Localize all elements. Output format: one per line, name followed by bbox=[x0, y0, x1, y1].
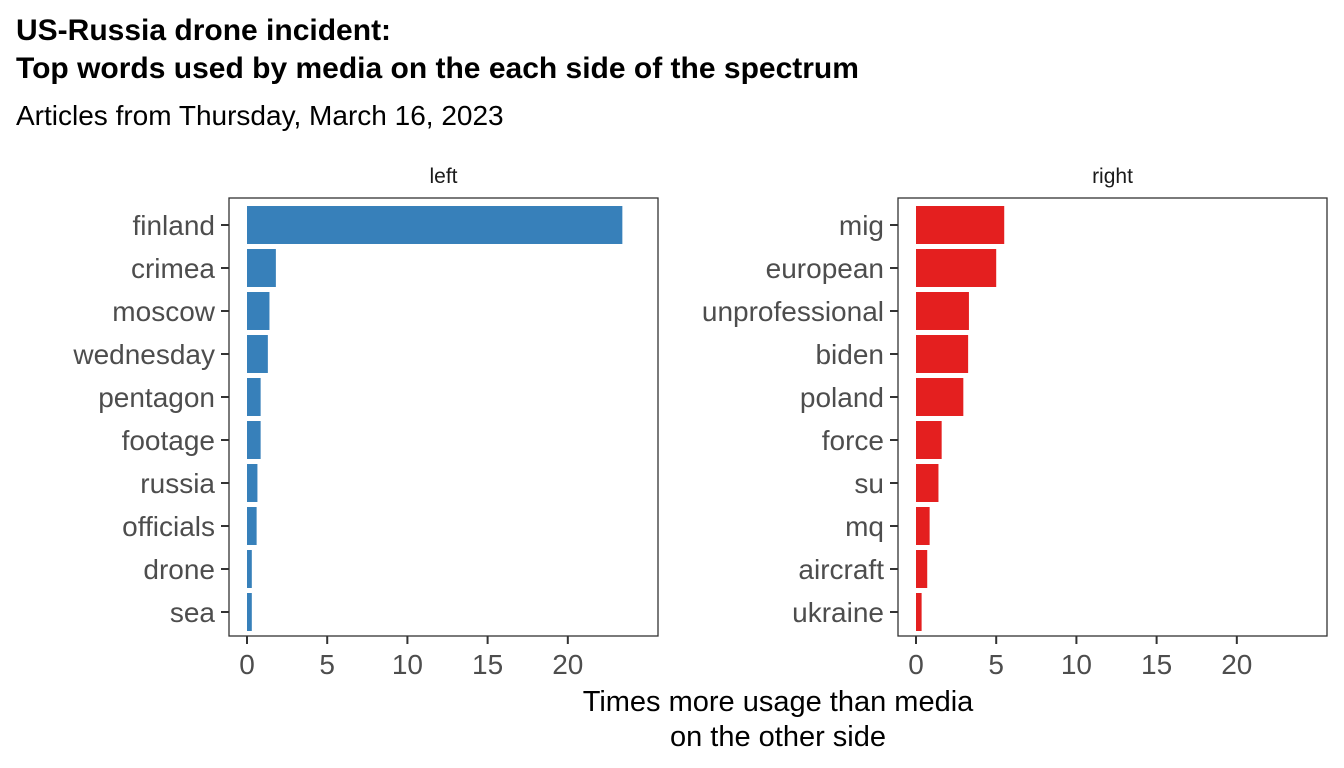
bar-pentagon bbox=[247, 378, 261, 416]
category-label-crimea: crimea bbox=[131, 253, 215, 284]
bar-finland bbox=[247, 206, 623, 244]
panel-right: right mig european unprofessional biden polan… bbox=[702, 165, 1328, 680]
bar-drone bbox=[247, 550, 252, 588]
category-label-sea: sea bbox=[170, 597, 216, 628]
category-label-biden: biden bbox=[815, 339, 884, 370]
category-label-pentagon: pentagon bbox=[98, 382, 215, 413]
bar-wednesday bbox=[247, 335, 268, 373]
x-tick-label: 20 bbox=[1221, 649, 1252, 680]
bar-ukraine bbox=[916, 593, 922, 631]
x-tick-label: 0 bbox=[239, 649, 255, 680]
category-label-european: european bbox=[766, 253, 884, 284]
chart-panels: left finland crimea moscow wednesday pentagon… bbox=[72, 165, 1328, 680]
x-tick-label: 5 bbox=[988, 649, 1004, 680]
category-label-aircraft: aircraft bbox=[798, 554, 884, 585]
category-label-mig: mig bbox=[839, 210, 884, 241]
bar-officials bbox=[247, 507, 257, 545]
x-tick-label: 0 bbox=[908, 649, 924, 680]
category-label-finland: finland bbox=[132, 210, 215, 241]
x-axis-label-line-1: Times more usage than media bbox=[583, 686, 974, 718]
category-label-force: force bbox=[822, 425, 884, 456]
x-tick-label: 10 bbox=[1061, 649, 1092, 680]
x-axis-label-line-2: on the other side bbox=[670, 721, 886, 753]
bar-mq bbox=[916, 507, 930, 545]
category-label-mq: mq bbox=[845, 511, 884, 542]
category-label-russia: russia bbox=[140, 468, 215, 499]
category-label-su: su bbox=[854, 468, 884, 499]
bar-sea bbox=[247, 593, 252, 631]
panel-strip-label: left bbox=[429, 165, 457, 188]
category-label-footage: footage bbox=[122, 425, 215, 456]
x-tick-label: 20 bbox=[552, 649, 583, 680]
bar-crimea bbox=[247, 249, 276, 287]
category-label-wednesday: wednesday bbox=[72, 339, 215, 370]
bar-footage bbox=[247, 421, 261, 459]
bar-biden bbox=[916, 335, 969, 373]
x-tick-label: 10 bbox=[392, 649, 423, 680]
category-label-officials: officials bbox=[122, 511, 215, 542]
chart-title-line-1: US-Russia drone incident: bbox=[16, 14, 392, 47]
panel-strip-label: right bbox=[1092, 165, 1133, 188]
bar-aircraft bbox=[916, 550, 928, 588]
chart-subtitle: Articles from Thursday, March 16, 2023 bbox=[16, 100, 504, 131]
chart-title: US-Russia drone incident: Top words used… bbox=[16, 12, 859, 88]
bar-european bbox=[916, 249, 997, 287]
chart-title-line-2: Top words used by media on the each side… bbox=[16, 52, 859, 85]
category-label-moscow: moscow bbox=[112, 296, 215, 327]
bar-unprofessional bbox=[916, 292, 969, 330]
x-tick-label: 5 bbox=[319, 649, 335, 680]
panel-border bbox=[228, 197, 659, 637]
bar-poland bbox=[916, 378, 964, 416]
x-tick-label: 15 bbox=[1141, 649, 1172, 680]
bar-russia bbox=[247, 464, 258, 502]
bar-force bbox=[916, 421, 942, 459]
panel-border bbox=[897, 197, 1328, 637]
bar-mig bbox=[916, 206, 1005, 244]
bar-moscow bbox=[247, 292, 270, 330]
category-label-drone: drone bbox=[143, 554, 215, 585]
bar-su bbox=[916, 464, 939, 502]
category-label-ukraine: ukraine bbox=[792, 597, 884, 628]
category-label-unprofessional: unprofessional bbox=[702, 296, 884, 327]
panel-left: left finland crimea moscow wednesday pentagon… bbox=[72, 165, 659, 680]
category-label-poland: poland bbox=[800, 382, 884, 413]
x-tick-label: 15 bbox=[472, 649, 503, 680]
